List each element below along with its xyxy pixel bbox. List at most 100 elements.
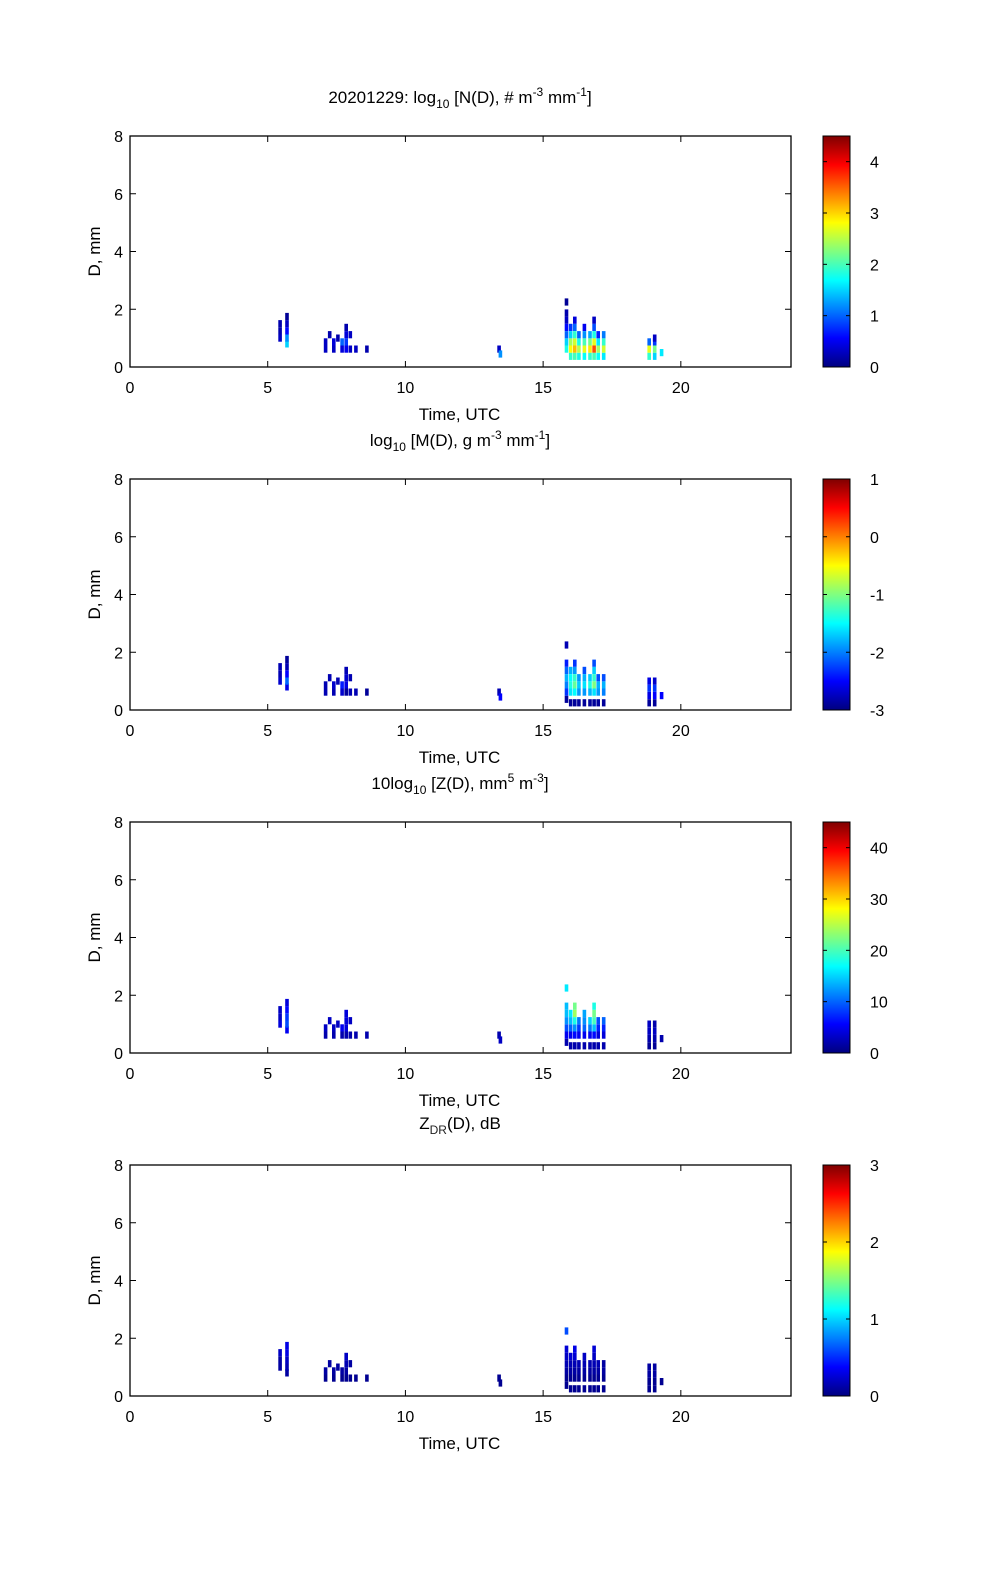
heatmap-cell — [568, 1042, 573, 1050]
colorbar-tick-label: 10 — [870, 995, 888, 1012]
heatmap-cell — [647, 1378, 651, 1386]
heatmap-cell — [577, 1367, 581, 1375]
heatmap-cell — [285, 663, 289, 671]
heatmap-cell — [332, 1374, 336, 1382]
heatmap-cell — [573, 338, 577, 346]
heatmap-cell — [278, 663, 282, 671]
heatmap-cell — [365, 345, 369, 353]
heatmap-cell — [652, 699, 657, 707]
y-tick-label: 8 — [114, 472, 123, 489]
y-tick-label: 0 — [114, 703, 123, 720]
heatmap-cell — [582, 1024, 587, 1032]
heatmap-cell — [573, 323, 577, 331]
heatmap-cell — [573, 674, 577, 682]
heatmap-cell — [592, 323, 596, 331]
heatmap-cell — [498, 693, 503, 701]
heatmap-cell — [285, 340, 289, 348]
heatmap-cell — [652, 677, 657, 685]
heatmap-cell — [278, 677, 282, 685]
heatmap-cell — [652, 1035, 657, 1043]
heatmap-cell — [285, 1369, 289, 1377]
heatmap-cell — [344, 323, 348, 331]
heatmap-cell — [592, 674, 596, 682]
heatmap-cell — [588, 699, 592, 707]
title-superscript: -1 — [576, 85, 587, 99]
heatmap-cell — [354, 1031, 358, 1039]
heatmap-cell — [564, 659, 569, 667]
heatmap-cell — [332, 688, 336, 696]
heatmap-cell — [588, 345, 592, 353]
heatmap-cell — [278, 1013, 282, 1021]
y-tick-label: 4 — [114, 588, 123, 605]
heatmap-cell — [577, 699, 581, 707]
heatmap-cell — [327, 331, 332, 339]
x-tick-label: 0 — [126, 380, 135, 397]
heatmap-cell — [577, 1360, 581, 1368]
heatmap-cell — [588, 1367, 592, 1375]
heatmap-cell — [601, 1374, 606, 1382]
colorbar-tick-label: 30 — [870, 892, 888, 909]
heatmap-cell — [592, 1360, 596, 1368]
heatmap-cell — [365, 1374, 369, 1382]
heatmap-cell — [582, 699, 587, 707]
heatmap-cell — [596, 1024, 600, 1032]
colorbar — [822, 1164, 851, 1397]
heatmap-cell — [564, 1367, 569, 1375]
heatmap-cell — [588, 331, 592, 339]
heatmap-cell — [588, 1042, 592, 1050]
x-tick-label: 15 — [534, 723, 552, 740]
heatmap-cell — [592, 1385, 596, 1393]
heatmap-cell — [592, 681, 596, 689]
heatmap-cell — [568, 699, 573, 707]
heatmap-cell — [344, 1031, 348, 1039]
heatmap-cell — [323, 688, 328, 696]
colorbar-tick-label: 1 — [870, 472, 879, 489]
y-tick-label: 2 — [114, 302, 123, 319]
heatmap-cell — [498, 1379, 503, 1387]
heatmap-cell — [652, 345, 657, 353]
heatmap-cell — [497, 345, 501, 353]
panel-number-concentration: 20201229: log10 [N(D), # m-3 mm-1] 0 5 10 1… — [0, 85, 1000, 428]
panel-reflectivity: 10log10 [Z(D), mm5 m-3] 0 5 10 15 20 0 2 4 6 8 Tim… — [0, 771, 1000, 1114]
x-tick-label: 15 — [534, 380, 552, 397]
panel-differential-reflectivity: ZDR(D), dB 0 5 10 15 20 0 2 4 6 8 Time, UTC D, mm 3 2… — [0, 1114, 1000, 1457]
heatmap-cell — [285, 1026, 289, 1034]
heatmap-cell — [601, 331, 606, 339]
colorbar-tick-label: 2 — [870, 1235, 879, 1252]
heatmap-cell — [344, 345, 348, 353]
heatmap-cell — [601, 1042, 606, 1050]
title-text: mm — [543, 88, 577, 107]
x-tick-label: 10 — [397, 723, 415, 740]
title-text: [N(D), # m — [449, 88, 533, 107]
heatmap-plot: 0 5 10 15 20 0 2 4 6 8 Time, UTC D, mm 0 1 2 3 4 — [85, 129, 879, 424]
y-tick-label: 4 — [114, 931, 123, 948]
heatmap-cell — [588, 1374, 592, 1382]
colorbar-tick-label: -2 — [870, 645, 884, 662]
heatmap-cell — [573, 1345, 577, 1353]
heatmap-cell — [592, 331, 596, 339]
heatmap-cell — [344, 666, 348, 674]
heatmap-cell — [647, 1035, 651, 1043]
heatmap-cell — [285, 327, 289, 335]
heatmap-cell — [647, 1020, 651, 1028]
title-text: Z — [419, 1114, 430, 1133]
heatmap-cell — [278, 327, 282, 335]
title-superscript: -3 — [532, 85, 544, 99]
heatmap-cell — [582, 666, 587, 674]
heatmap-cell — [652, 338, 657, 346]
heatmap-cell — [601, 681, 606, 689]
heatmap-cell — [564, 1038, 569, 1046]
heatmap-cell — [577, 338, 581, 346]
heatmap-cell — [596, 681, 600, 689]
heatmap-cell — [336, 334, 340, 342]
heatmap-cell — [344, 1374, 348, 1382]
x-tick-label: 20 — [672, 1409, 690, 1426]
heatmap-cell — [568, 338, 573, 346]
heatmap-cell — [332, 1024, 336, 1032]
heatmap-cell — [592, 1345, 596, 1353]
y-axis-label: D, mm — [85, 912, 104, 962]
x-tick-label: 0 — [126, 1066, 135, 1083]
heatmap-cell — [647, 1385, 651, 1393]
heatmap-cell — [647, 345, 651, 353]
